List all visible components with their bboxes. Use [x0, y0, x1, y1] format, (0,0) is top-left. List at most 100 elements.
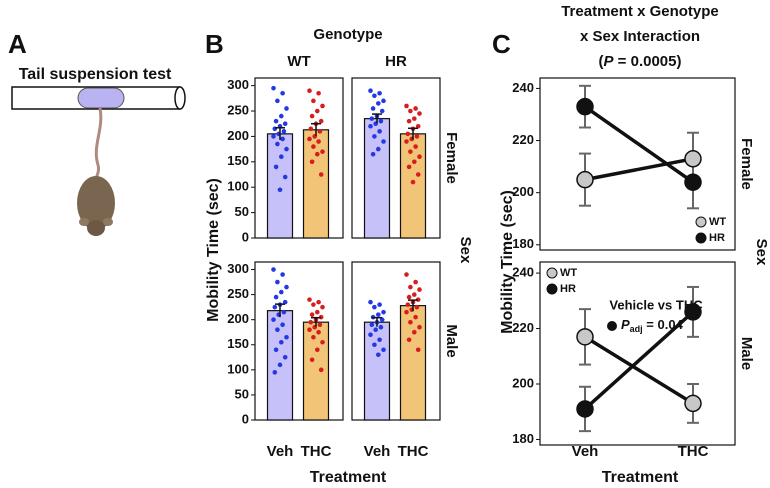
bar	[363, 118, 391, 239]
data-point	[279, 154, 284, 160]
point	[684, 394, 702, 413]
data-point	[377, 302, 382, 307]
facet	[351, 77, 441, 239]
annotation-title: Vehicle vs THC	[609, 297, 703, 312]
legend-marker	[695, 232, 707, 244]
data-point	[370, 151, 376, 157]
row-label: Male	[738, 337, 755, 370]
bar	[302, 129, 330, 239]
data-point	[406, 164, 412, 170]
y-tick-label: 50	[235, 204, 249, 219]
y-axis-label: Mobility Time (sec)	[499, 190, 516, 334]
data-point	[315, 151, 320, 157]
row-title: Sex	[457, 237, 474, 264]
data-point	[272, 304, 278, 310]
data-point	[271, 267, 276, 272]
series-line	[584, 157, 694, 182]
annotation-part: = 0.04	[643, 317, 684, 332]
tape	[77, 87, 125, 109]
data-point	[275, 279, 280, 285]
chart-title: Genotype	[313, 26, 382, 43]
data-point	[376, 146, 381, 152]
panel-label: C	[492, 29, 511, 59]
y-tick-label: 150	[227, 153, 249, 168]
data-point	[372, 342, 377, 348]
y-tick-label: 200	[512, 184, 534, 199]
y-tick-label: 220	[512, 132, 534, 147]
row-label: Female	[443, 132, 460, 184]
data-point	[318, 367, 324, 373]
data-point	[413, 106, 418, 111]
body	[77, 176, 115, 230]
facet-frame	[254, 261, 344, 421]
data-point	[417, 324, 422, 330]
data-point	[308, 126, 314, 132]
row-label: Female	[738, 138, 755, 190]
facet: Female 180 200 220 240 WT HR	[512, 77, 755, 251]
data-point	[311, 302, 316, 307]
data-point	[311, 144, 316, 149]
y-tick-label: 200	[512, 375, 534, 390]
data-point	[406, 337, 412, 343]
facet-frame	[539, 261, 736, 446]
data-point	[377, 90, 382, 96]
bar	[399, 133, 427, 239]
y-tick-label: 180	[512, 236, 534, 251]
data-point	[368, 332, 373, 338]
facet-frame	[254, 77, 344, 239]
x-tick-label: Veh	[267, 443, 294, 460]
data-point	[281, 129, 287, 134]
y-tick-label: 50	[235, 386, 249, 401]
data-point	[284, 334, 289, 340]
data-point	[414, 304, 420, 310]
point	[684, 150, 702, 168]
facet: 0 50 100 150 200 250 300	[227, 77, 344, 244]
data-point	[281, 309, 287, 315]
panel-label: B	[205, 29, 224, 59]
annotation-marker	[607, 321, 617, 331]
data-point	[376, 101, 381, 106]
data-point	[282, 299, 288, 305]
y-tick-label: 180	[512, 431, 534, 446]
data-point	[317, 322, 323, 327]
column-label: WT	[287, 53, 310, 70]
title-part: (	[599, 53, 604, 70]
data-point	[412, 116, 417, 121]
y-tick-label: 220	[512, 320, 534, 335]
facet: 0 50 100 150 200 250 300 Veh THC	[227, 261, 344, 460]
data-point	[272, 370, 278, 375]
data-point	[273, 164, 279, 170]
data-point	[372, 304, 377, 310]
row-label: Male	[443, 324, 460, 357]
data-point	[308, 319, 314, 325]
data-point	[280, 322, 285, 327]
data-point	[273, 118, 279, 124]
data-point	[284, 146, 289, 152]
data-point	[381, 98, 386, 104]
data-point	[368, 299, 373, 305]
title-part: = 0.0005)	[614, 53, 682, 70]
data-point	[370, 106, 376, 111]
data-point	[404, 139, 409, 144]
x-tick-label: Veh	[364, 443, 391, 460]
panel-label: A	[8, 29, 27, 59]
y-tick-label: 200	[227, 128, 249, 143]
data-point	[271, 317, 276, 322]
point	[576, 400, 594, 418]
data-point	[412, 159, 417, 165]
data-point	[315, 108, 320, 114]
data-point	[417, 287, 422, 292]
data-point	[417, 154, 422, 160]
data-point	[280, 272, 285, 277]
data-point	[318, 172, 324, 177]
data-point	[377, 129, 382, 134]
data-point	[408, 149, 413, 154]
facet: Veh THC	[351, 261, 441, 460]
point	[576, 170, 594, 189]
y-tick-label: 250	[227, 102, 249, 117]
data-point	[412, 329, 417, 335]
data-point	[372, 134, 377, 139]
data-point	[316, 90, 321, 96]
point	[576, 97, 594, 116]
